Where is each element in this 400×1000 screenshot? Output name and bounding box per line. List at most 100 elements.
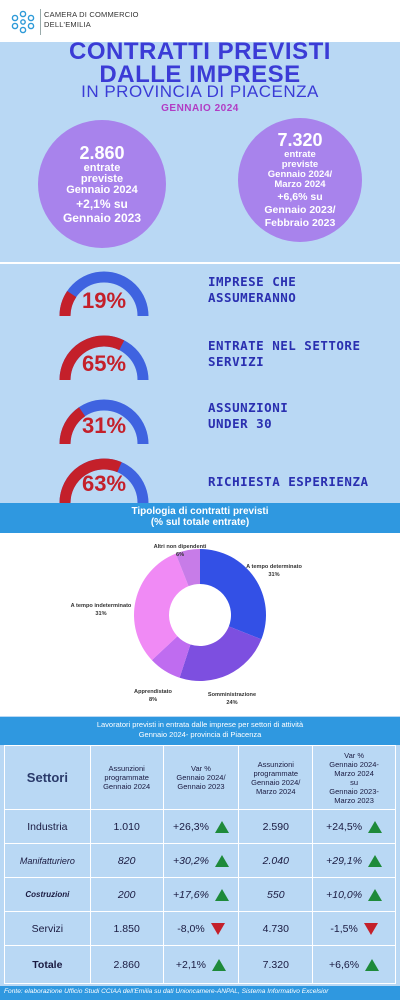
row-variation: -1,5%	[312, 911, 396, 946]
table-title: Lavoratori previsti in entrata dalle imp…	[96, 720, 304, 739]
row-value: 550	[238, 877, 314, 912]
sector-table: Settori Assunzioni programmate Gennaio 202…	[4, 745, 396, 984]
kpi-quarterly-text: Gennaio 2024/	[267, 169, 333, 180]
row-sector: Manifatturiero	[4, 843, 91, 878]
source-note: Fonte: elaborazione Ufficio Studi CCIAA …	[4, 988, 329, 995]
donut-category-label: A tempo determinato	[246, 564, 302, 570]
gauge-esperienza-value: 63%	[81, 471, 127, 496]
gauge-imprese-label: IMPRESE CHE ASSUMERANNO	[208, 274, 297, 305]
header-bar	[0, 0, 400, 42]
row-variation: +29,1%	[312, 843, 396, 878]
kpi-monthly-text: entrate	[83, 162, 121, 174]
row-value: 7.320	[238, 945, 314, 984]
up-arrow-icon	[214, 820, 229, 833]
up-arrow-icon	[212, 958, 226, 971]
row-value: 820	[89, 843, 164, 878]
row-variation: +30,2%	[162, 843, 240, 878]
kpi-quarterly-text: Marzo 2024	[274, 179, 326, 190]
table-row-total: Totale 2.860 +2,1% 7.320 +6,6%	[4, 945, 396, 984]
row-variation: +6,6%	[312, 945, 396, 984]
kpi-monthly-value: 2.860	[79, 143, 125, 163]
row-value: 200	[89, 877, 164, 912]
slice-tempo-determinato	[200, 549, 266, 640]
period-label: GENNAIO 2024	[161, 103, 239, 114]
kpi-quarterly-text: entrate	[284, 149, 316, 160]
kpi-quarterly-variation: Gennaio 2023/	[264, 204, 336, 216]
gauge-servizi-value: 65%	[81, 351, 127, 376]
row-sector: Totale	[4, 945, 91, 984]
row-variation: +10,0%	[312, 877, 396, 912]
donut-percent-label: 31%	[268, 572, 279, 578]
table-row: Manifatturiero 820 +30,2% 2.040 +29,1%	[4, 843, 396, 878]
contract-type-donut-chart: A tempo determinato 31% Somministrazione 24…	[71, 544, 303, 706]
donut-percent-label: 8%	[149, 697, 157, 703]
table-row: Servizi 1.850 -8,0% 4.730 -1,5%	[4, 911, 396, 946]
page-subtitle: IN PROVINCIA DI PIACENZA	[81, 82, 319, 101]
row-value: 1.010	[89, 809, 164, 844]
donut-percent-label: 24%	[226, 700, 237, 706]
donut-percent-label: 31%	[95, 611, 106, 617]
donut-title: Tipologia di contratti previsti (% sul t…	[131, 506, 269, 528]
logo-divider	[40, 9, 41, 35]
section-divider	[0, 262, 400, 264]
row-sector: Servizi	[4, 911, 91, 946]
donut-category-label: Apprendistato	[134, 689, 172, 695]
row-value: 2.860	[89, 945, 164, 984]
row-value: 1.850	[89, 911, 164, 946]
donut-category-label: Somministrazione	[208, 692, 256, 698]
gauge-esperienza	[59, 458, 149, 504]
row-variation: +26,3%	[162, 809, 240, 844]
logo-text: CAMERA DI COMMERCIO DELL'EMILIA	[44, 10, 139, 29]
page-title: CONTRATTI PREVISTI DALLE IMPRESE	[69, 38, 331, 88]
slice-somministrazione	[179, 626, 262, 681]
chamber-logo-icon	[11, 10, 35, 34]
gauge-under30-label: ASSUNZIONI UNDER 30	[208, 400, 289, 431]
row-value: 4.730	[238, 911, 314, 946]
kpi-monthly-variation: +2,1% su	[76, 197, 128, 211]
up-arrow-icon	[368, 854, 383, 867]
slice-altri-non-dipendenti	[175, 549, 200, 587]
up-arrow-icon	[214, 888, 229, 901]
row-sector: Costruzioni	[4, 877, 91, 912]
gauge-imprese-value: 19%	[81, 288, 127, 313]
header-assunzioni-trimestre: Assunzioni programmate Gennaio 2024/Marzo …	[238, 745, 314, 810]
kpi-quarterly-variation: +6,6% su	[277, 191, 323, 203]
donut-title-bar	[0, 503, 400, 533]
kpi-quarterly-value: 7.320	[277, 130, 323, 150]
table-row: Industria 1.010 +26,3% 2.590 +24,5%	[4, 809, 396, 844]
gauge-servizi	[59, 335, 149, 381]
header-settori: Settori	[4, 745, 91, 810]
gauge-under30	[59, 399, 149, 445]
up-arrow-icon	[368, 820, 383, 833]
gauge-imprese	[59, 271, 149, 317]
table-title-bar	[0, 717, 400, 745]
gauge-servizi-label: ENTRATE NEL SETTORE SERVIZI	[208, 338, 361, 369]
row-value: 2.590	[238, 809, 314, 844]
kpi-monthly-text: previste	[80, 173, 124, 185]
row-variation: +24,5%	[312, 809, 396, 844]
kpi-quarterly-text: previste	[281, 159, 319, 170]
row-variation: +2,1%	[162, 945, 240, 984]
header-var-gennaio: Var % Gennaio 2024/Gennaio 2023	[162, 745, 240, 810]
kpi-monthly-text: Gennaio 2024	[66, 184, 138, 196]
row-variation: -8,0%	[162, 911, 240, 946]
gauge-under30-value: 31%	[81, 413, 127, 438]
header-var-trimestre: Var % Gennaio 2024- Marzo 2024 su Gennaio 20…	[312, 745, 396, 810]
kpi-circle-monthly: 2.860 entrate previste Gennaio 2024 +2,1…	[38, 120, 166, 248]
down-arrow-icon	[363, 922, 378, 935]
slice-tempo-indeterminato	[134, 553, 189, 661]
donut-percent-label: 6%	[176, 552, 184, 558]
up-arrow-icon	[214, 854, 229, 867]
donut-category-label: Altri non dipendenti	[154, 544, 207, 550]
row-variation: +17,6%	[162, 877, 240, 912]
row-value: 2.040	[238, 843, 314, 878]
up-arrow-icon	[365, 958, 380, 971]
donut-category-label: A tempo indeterminato	[71, 603, 132, 609]
kpi-circle-quarterly: 7.320 entrate previste Gennaio 2024/ Mar…	[238, 118, 362, 242]
table-row: Costruzioni 200 +17,6% 550 +10,0%	[4, 877, 396, 912]
down-arrow-icon	[210, 922, 225, 935]
table-header-row: Settori Assunzioni programmate Gennaio 202…	[4, 745, 396, 810]
header-assunzioni-gennaio: Assunzioni programmate Gennaio 2024	[89, 745, 164, 810]
row-sector: Industria	[4, 809, 91, 844]
gauge-esperienza-label: RICHIESTA ESPERIENZA	[208, 474, 369, 489]
